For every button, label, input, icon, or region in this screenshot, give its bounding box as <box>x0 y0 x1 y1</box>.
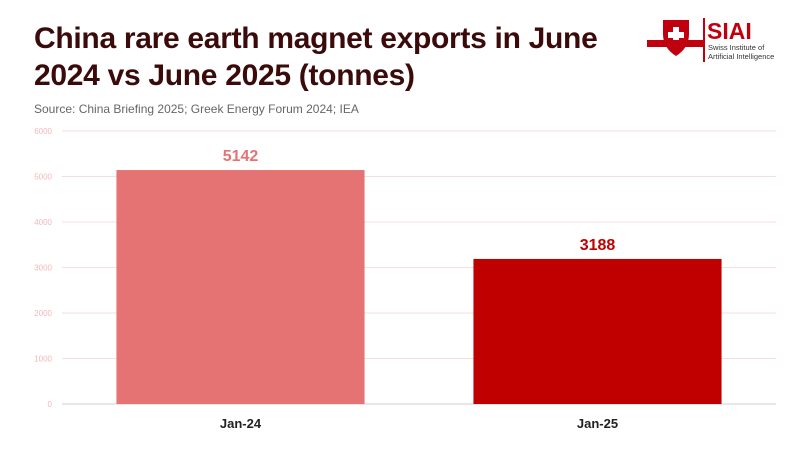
y-tick-label: 5000 <box>34 173 52 182</box>
data-label: 3188 <box>580 237 616 254</box>
logo-subtitle-line2: Artificial Intelligence <box>708 51 775 61</box>
y-tick-label: 3000 <box>34 264 52 273</box>
bar-jan-25 <box>473 258 722 404</box>
y-tick-label: 6000 <box>34 127 52 136</box>
x-tick-label: Jan-25 <box>577 416 618 431</box>
bar-jan-24 <box>116 170 365 404</box>
data-label: 5142 <box>223 148 259 165</box>
logo-subtitle: Swiss Institute of Artificial Intelligen… <box>708 43 788 61</box>
x-tick-label: Jan-24 <box>220 416 262 431</box>
y-tick-label: 0 <box>48 400 53 409</box>
y-tick-label: 1000 <box>34 355 52 364</box>
logo-name: SIAI <box>707 18 752 44</box>
y-tick-label: 2000 <box>34 309 52 318</box>
logo-subtitle-line1: Swiss Institute of <box>708 43 765 52</box>
chart-title: China rare earth magnet exports in June … <box>34 22 598 92</box>
source-note: Source: China Briefing 2025; Greek Energ… <box>34 102 359 116</box>
siai-logo-icon <box>647 18 705 62</box>
y-tick-label: 4000 <box>34 218 52 227</box>
